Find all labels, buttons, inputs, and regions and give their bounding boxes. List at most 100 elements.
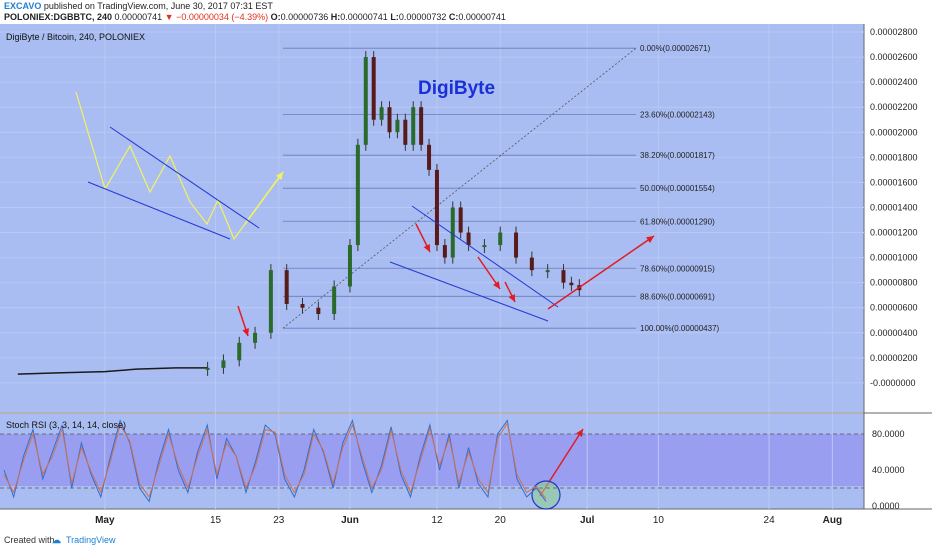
tradingview-brand[interactable]: TradingView — [66, 535, 116, 545]
price-line-early — [17, 367, 208, 375]
target-arrow — [547, 235, 655, 310]
pattern-upper-line — [109, 126, 260, 229]
price-tick-label: 0.00000800 — [870, 278, 918, 288]
candle-body — [253, 332, 258, 343]
candle-body — [355, 144, 360, 246]
fibonacci-retracement[interactable]: 0.00%(0.00002671) 23.60%(0.00002143) 38.20… — [282, 44, 720, 333]
fib-level-label: 38.20%(0.00001817) — [640, 151, 715, 160]
publish-info: published on TradingView.com, June 30, 2… — [43, 1, 273, 11]
time-axis[interactable]: May 15 23 Jun 12 20 Jul 10 24 Aug — [95, 515, 842, 526]
price-tick-label: 0.00002800 — [870, 27, 918, 37]
symbol-label: POLONIEX:DGBBTC, 240 — [4, 12, 113, 22]
time-tick-label: 23 — [273, 515, 285, 526]
chart-area[interactable]: 0.00%(0.00002671) 23.60%(0.00002143) 38.20… — [0, 24, 932, 532]
open-label: O: — [270, 12, 281, 22]
time-tick-label: Aug — [823, 515, 842, 526]
candle-body — [332, 286, 337, 314]
price-tick-label: 0.00001200 — [870, 228, 918, 238]
candle-body — [284, 270, 289, 304]
candle-body — [419, 107, 424, 145]
stoch-d-line — [3, 421, 547, 500]
close-value: 0.00000741 — [458, 12, 506, 22]
candle-body — [395, 119, 400, 133]
pattern-breakout-arrow — [244, 171, 284, 225]
candle-body — [300, 303, 305, 308]
candle-body — [387, 107, 392, 133]
stoch-rsi-lines — [0, 418, 864, 503]
candle-body — [458, 207, 463, 233]
candle-body — [514, 232, 519, 258]
candle-body — [545, 270, 550, 273]
price-change: −0.00000034 (−4.39%) — [176, 12, 269, 22]
candle-body — [379, 107, 384, 120]
candle-body — [498, 232, 503, 246]
arrow-head-icon — [646, 236, 654, 243]
arrow-head-icon — [423, 244, 430, 252]
time-tick-label: May — [95, 515, 115, 526]
candle-body — [434, 169, 439, 246]
footer: Created with ☁ TradingView — [0, 532, 932, 550]
price-tick-label: 0.00002200 — [870, 102, 918, 112]
candle-body — [427, 144, 432, 170]
price-tick-label: 0.00001000 — [870, 253, 918, 263]
author-name[interactable]: EXCAVO — [4, 1, 42, 11]
candle-body — [466, 232, 471, 246]
price-axis[interactable]: 0.00002800 0.00002600 0.00002400 0.00002200… — [870, 27, 918, 388]
arrow-head-icon — [242, 328, 250, 336]
price-tick-label: -0.0000000 — [870, 378, 916, 388]
candle-body — [347, 245, 352, 287]
user-drawings[interactable] — [75, 91, 655, 510]
price-chart-svg[interactable]: 0.00%(0.00002671) 23.60%(0.00002143) 38.20… — [0, 24, 932, 532]
arrow-head-icon — [275, 172, 283, 180]
candle-body — [221, 360, 226, 368]
candle-body — [316, 307, 321, 314]
rsi-axis[interactable]: 80.0000 40.0000 0.0000 — [872, 429, 905, 511]
candle-body — [450, 207, 455, 258]
fib-level-label: 61.80%(0.00001290) — [640, 217, 715, 226]
fib-level-label: 23.60%(0.00002143) — [640, 110, 715, 119]
created-with-label: Created with — [4, 535, 55, 545]
arrow-head-icon — [576, 429, 583, 437]
arrow-head-icon — [508, 294, 515, 302]
candle-body — [268, 270, 273, 333]
chart-annotation: DigiByte — [418, 78, 495, 99]
arrow-head-icon — [493, 281, 500, 289]
pattern-zigzag — [75, 91, 284, 241]
price-tick-label: 0.00002000 — [870, 127, 918, 137]
fib-level-label: 50.00%(0.00001554) — [640, 184, 715, 193]
wedge-lower-line — [389, 261, 549, 322]
wedge-upper-line — [411, 205, 559, 308]
price-tick-label: 0.00000600 — [870, 303, 918, 313]
fib-level-label: 88.60%(0.00000691) — [640, 292, 715, 301]
time-tick-label: Jul — [580, 515, 595, 526]
price-tick-label: 0.00000200 — [870, 353, 918, 363]
fib-level-label: 78.60%(0.00000915) — [640, 264, 715, 273]
price-tick-label: 0.00001400 — [870, 202, 918, 212]
candle-body — [363, 57, 368, 145]
candle-body — [237, 342, 242, 361]
time-tick-label: 10 — [653, 515, 665, 526]
candle-body — [529, 257, 534, 271]
main-pane[interactable] — [0, 24, 864, 412]
tradingview-logo-icon[interactable]: ☁ — [52, 535, 61, 545]
rsi-tick-label: 0.0000 — [872, 501, 900, 511]
price-tick-label: 0.00001600 — [870, 177, 918, 187]
close-label: C: — [448, 12, 459, 22]
time-tick-label: 12 — [431, 515, 443, 526]
candlestick-series — [17, 51, 582, 376]
fib-level-label: 100.00%(0.00000437) — [640, 324, 720, 333]
candle-body — [569, 282, 574, 286]
candle-body — [442, 245, 447, 258]
price-tick-label: 0.00002600 — [870, 52, 918, 62]
candle-body — [403, 119, 408, 145]
chart-header: EXCAVO published on TradingView.com, Jun… — [0, 0, 932, 24]
candle-body — [411, 107, 416, 145]
chart-title: DigiByte / Bitcoin, 240, POLONIEX — [6, 32, 145, 42]
candle-body — [371, 57, 376, 120]
rsi-oversold-circle — [531, 480, 561, 510]
low-value: 0.00000732 — [398, 12, 447, 22]
time-tick-label: 24 — [764, 515, 776, 526]
candle-body — [561, 270, 566, 283]
rsi-title: Stoch RSI (3, 3, 14, 14, close) — [6, 420, 126, 430]
price-tick-label: 0.00000400 — [870, 328, 918, 338]
